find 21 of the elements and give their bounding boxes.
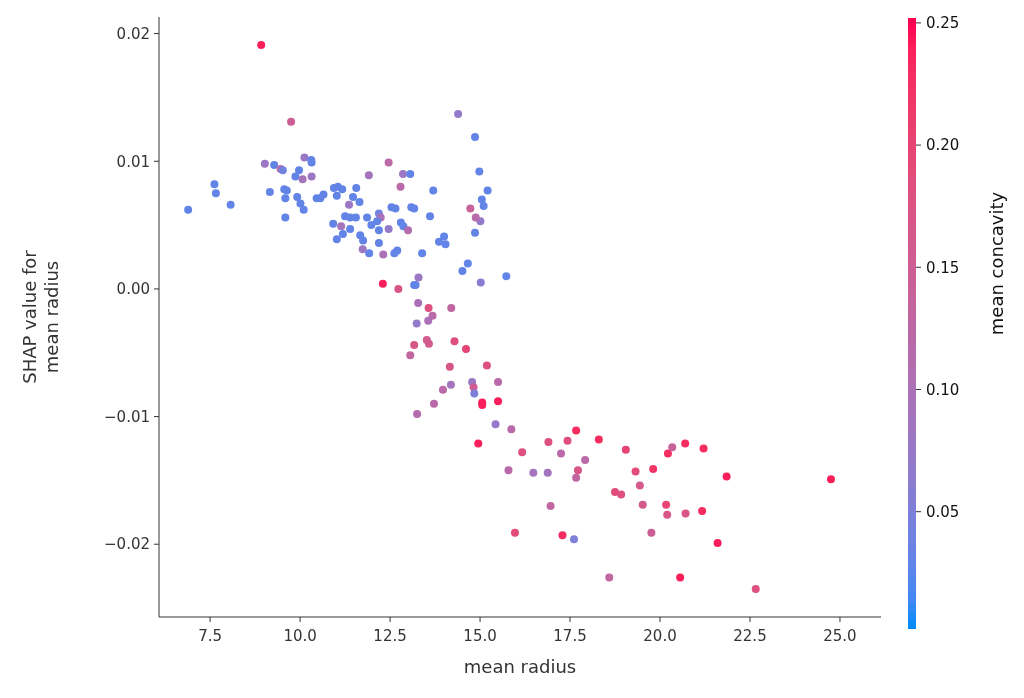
x-tick-label: 20.0 [643,627,677,645]
x-tick-label: 15.0 [463,627,497,645]
y-tick-label: 0.00 [116,280,150,299]
x-tick-label: 10.0 [283,627,317,645]
y-tick-label: −0.02 [104,535,150,554]
x-tick-label: 17.5 [553,627,587,645]
color-bar-title: mean concavity [986,191,1007,336]
y-tick-label: −0.01 [104,407,150,426]
color-bar-label: 0.25 [926,14,960,33]
y-tick-label: 0.01 [116,152,150,171]
color-bar-label: 0.20 [926,136,960,155]
color-bar-label: 0.10 [926,380,960,399]
color-bar-label: 0.15 [926,258,960,277]
x-tick-label: 25.0 [823,627,857,645]
x-tick-label: 22.5 [733,627,767,645]
x-tick-label: 12.5 [373,627,407,645]
y-axis-title: SHAP value for mean radius [19,249,62,384]
color-bar-label: 0.05 [926,502,960,521]
x-axis-title: mean radius [463,656,577,677]
y-tick-label: 0.02 [116,24,150,43]
x-tick-label: 7.5 [198,627,223,645]
